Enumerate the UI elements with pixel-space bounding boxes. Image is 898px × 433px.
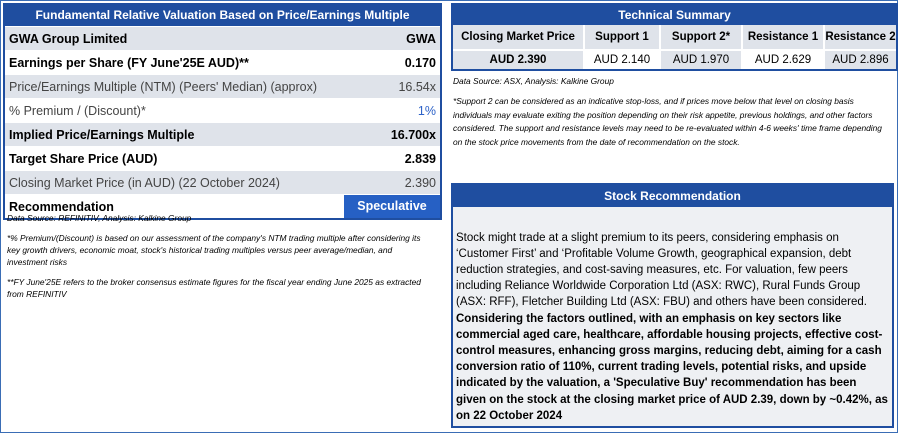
row-value: GWA xyxy=(406,31,436,46)
value-resistance-1: AUD 2.629 xyxy=(743,49,825,69)
recommendation-text-regular: Stock might trade at a slight premium to… xyxy=(456,231,867,309)
value-resistance-2: AUD 2.896 xyxy=(825,49,896,69)
valuation-row-pe: Price/Earnings Multiple (NTM) (Peers' Me… xyxy=(5,74,440,98)
row-label: Target Share Price (AUD) xyxy=(9,151,158,166)
header-resistance-2: Resistance 2 xyxy=(825,25,896,49)
valuation-table: Fundamental Relative Valuation Based on … xyxy=(3,3,442,236)
header-support-1: Support 1 xyxy=(585,25,661,49)
row-value: 16.700x xyxy=(390,127,436,142)
row-value: 2.839 xyxy=(404,151,436,166)
row-label: % Premium / (Discount)* xyxy=(9,103,146,118)
recommendation-text: Stock might trade at a slight premium to… xyxy=(456,230,888,424)
valuation-row-premium: % Premium / (Discount)* 1% xyxy=(5,98,440,122)
valuation-row-company: GWA Group Limited GWA xyxy=(5,26,440,50)
header-support-2: Support 2* xyxy=(661,25,743,49)
valuation-row-eps: Earnings per Share (FY June'25E AUD)** 0… xyxy=(5,50,440,74)
value-closing-price: AUD 2.390 xyxy=(453,49,585,69)
row-label: Closing Market Price (in AUD) (22 Octobe… xyxy=(9,175,280,190)
header-closing-price: Closing Market Price xyxy=(453,25,585,49)
row-value: 0.170 xyxy=(404,55,436,70)
row-label: Earnings per Share (FY June'25E AUD)** xyxy=(9,55,249,70)
technical-footnote: *Support 2 can be considered as an indic… xyxy=(453,96,882,147)
value-support-1: AUD 2.140 xyxy=(585,49,661,69)
valuation-row-implied-pe: Implied Price/Earnings Multiple 16.700x xyxy=(5,122,440,146)
row-label: Implied Price/Earnings Multiple xyxy=(9,127,195,142)
technical-table: Closing Market Price Support 1 Support 2… xyxy=(453,25,896,69)
valuation-footnote-fy: **FY June'25E refers to the broker conse… xyxy=(7,277,421,299)
row-label: Price/Earnings Multiple (NTM) (Peers' Me… xyxy=(9,79,318,94)
technical-summary: Technical Summary Closing Market Price S… xyxy=(451,3,898,71)
row-value: 2.390 xyxy=(404,175,436,190)
valuation-source: Data Source: REFINITIV, Analysis: Kalkin… xyxy=(7,213,192,223)
row-value: 16.54x xyxy=(398,79,436,94)
valuation-row-recommendation: Recommendation Speculative Buy xyxy=(5,194,440,236)
row-label: Recommendation xyxy=(9,199,114,214)
recommendation-text-bold: Considering the factors outlined, with a… xyxy=(456,312,888,422)
value-support-2: AUD 1.970 xyxy=(661,49,743,69)
header-resistance-1: Resistance 1 xyxy=(743,25,825,49)
recommendation-badge: Speculative Buy xyxy=(344,195,440,236)
recommendation-title: Stock Recommendation xyxy=(453,185,892,207)
technical-source: Data Source: ASX, Analysis: Kalkine Grou… xyxy=(453,76,614,86)
stock-recommendation: Stock Recommendation Stock might trade a… xyxy=(451,183,894,428)
recommendation-body: Stock might trade at a slight premium to… xyxy=(453,207,892,426)
valuation-row-closing: Closing Market Price (in AUD) (22 Octobe… xyxy=(5,170,440,194)
valuation-title: Fundamental Relative Valuation Based on … xyxy=(5,5,440,26)
row-value: 1% xyxy=(417,103,436,118)
technical-title: Technical Summary xyxy=(453,5,896,25)
valuation-footnote-premium: *% Premium/(Discount) is based on our as… xyxy=(7,233,421,267)
valuation-row-target: Target Share Price (AUD) 2.839 xyxy=(5,146,440,170)
row-label: GWA Group Limited xyxy=(9,31,128,46)
